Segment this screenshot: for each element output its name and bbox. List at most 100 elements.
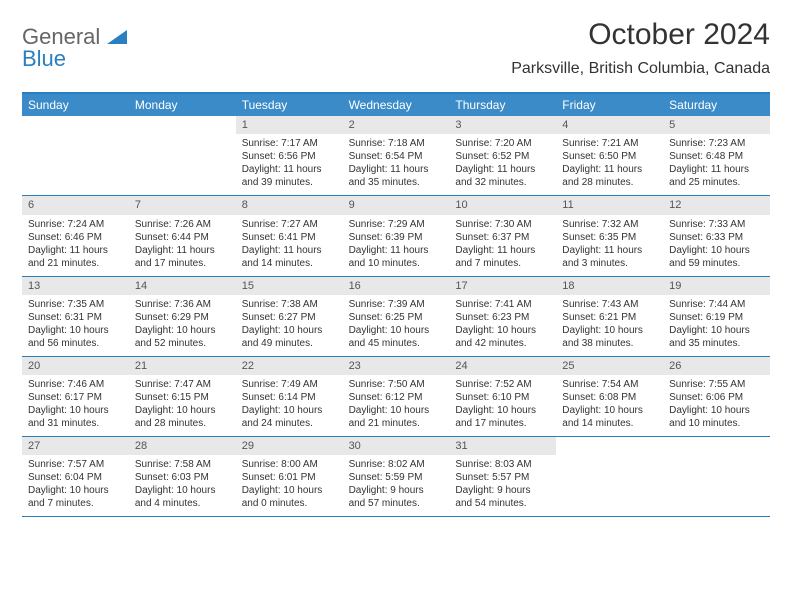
sunrise-text: Sunrise: 7:44 AM <box>669 298 764 311</box>
day-number: 15 <box>236 277 343 295</box>
sunset-text: Sunset: 6:52 PM <box>455 150 550 163</box>
day-number: 17 <box>449 277 556 295</box>
day1-text: Daylight: 11 hours <box>28 244 123 257</box>
sunrise-text: Sunrise: 7:24 AM <box>28 218 123 231</box>
day-cell: 20Sunrise: 7:46 AMSunset: 6:17 PMDayligh… <box>22 357 129 436</box>
day-number: 6 <box>22 196 129 214</box>
month-title: October 2024 <box>511 18 770 52</box>
day1-text: Daylight: 10 hours <box>669 244 764 257</box>
day1-text: Daylight: 10 hours <box>562 324 657 337</box>
day2-text: and 57 minutes. <box>349 497 444 510</box>
title-block: October 2024 Parksville, British Columbi… <box>511 18 770 78</box>
location-text: Parksville, British Columbia, Canada <box>511 60 770 78</box>
day-number: 28 <box>129 437 236 455</box>
sunset-text: Sunset: 6:04 PM <box>28 471 123 484</box>
sunset-text: Sunset: 6:23 PM <box>455 311 550 324</box>
day1-text: Daylight: 11 hours <box>455 163 550 176</box>
weekday-header: Wednesday <box>343 94 450 116</box>
day-number: 7 <box>129 196 236 214</box>
day-number: 9 <box>343 196 450 214</box>
day1-text: Daylight: 10 hours <box>28 484 123 497</box>
day-number: 19 <box>663 277 770 295</box>
sunrise-text: Sunrise: 7:58 AM <box>135 458 230 471</box>
day2-text: and 31 minutes. <box>28 417 123 430</box>
weekday-header: Sunday <box>22 94 129 116</box>
day-cell: 23Sunrise: 7:50 AMSunset: 6:12 PMDayligh… <box>343 357 450 436</box>
day1-text: Daylight: 10 hours <box>135 484 230 497</box>
day-number: 8 <box>236 196 343 214</box>
day2-text: and 7 minutes. <box>28 497 123 510</box>
sunrise-text: Sunrise: 8:03 AM <box>455 458 550 471</box>
sunrise-text: Sunrise: 7:38 AM <box>242 298 337 311</box>
header: General Blue October 2024 Parksville, Br… <box>22 18 770 78</box>
calendar: SundayMondayTuesdayWednesdayThursdayFrid… <box>22 92 770 517</box>
day1-text: Daylight: 9 hours <box>349 484 444 497</box>
day1-text: Daylight: 10 hours <box>562 404 657 417</box>
day-cell: 24Sunrise: 7:52 AMSunset: 6:10 PMDayligh… <box>449 357 556 436</box>
day1-text: Daylight: 11 hours <box>455 244 550 257</box>
logo-text-blue: Blue <box>22 46 127 72</box>
day-number: 26 <box>663 357 770 375</box>
empty-day-cell: . <box>663 437 770 516</box>
day2-text: and 14 minutes. <box>242 257 337 270</box>
weekday-header: Monday <box>129 94 236 116</box>
day-cell: 13Sunrise: 7:35 AMSunset: 6:31 PMDayligh… <box>22 277 129 356</box>
sunrise-text: Sunrise: 7:35 AM <box>28 298 123 311</box>
day-cell: 3Sunrise: 7:20 AMSunset: 6:52 PMDaylight… <box>449 116 556 195</box>
sunrise-text: Sunrise: 7:50 AM <box>349 378 444 391</box>
day-cell: 1Sunrise: 7:17 AMSunset: 6:56 PMDaylight… <box>236 116 343 195</box>
day-cell: 6Sunrise: 7:24 AMSunset: 6:46 PMDaylight… <box>22 196 129 275</box>
logo: General Blue <box>22 18 127 72</box>
day-number: 4 <box>556 116 663 134</box>
sunset-text: Sunset: 6:31 PM <box>28 311 123 324</box>
sunset-text: Sunset: 5:57 PM <box>455 471 550 484</box>
day2-text: and 56 minutes. <box>28 337 123 350</box>
sunrise-text: Sunrise: 7:20 AM <box>455 137 550 150</box>
day-number: 23 <box>343 357 450 375</box>
week-row: 6Sunrise: 7:24 AMSunset: 6:46 PMDaylight… <box>22 196 770 276</box>
day-number: 18 <box>556 277 663 295</box>
day2-text: and 54 minutes. <box>455 497 550 510</box>
weekday-header-row: SundayMondayTuesdayWednesdayThursdayFrid… <box>22 94 770 116</box>
day2-text: and 4 minutes. <box>135 497 230 510</box>
day-cell: 17Sunrise: 7:41 AMSunset: 6:23 PMDayligh… <box>449 277 556 356</box>
day-cell: 29Sunrise: 8:00 AMSunset: 6:01 PMDayligh… <box>236 437 343 516</box>
empty-day-cell: . <box>129 116 236 195</box>
day-number: 16 <box>343 277 450 295</box>
day-number: 29 <box>236 437 343 455</box>
sunrise-text: Sunrise: 7:27 AM <box>242 218 337 231</box>
sunrise-text: Sunrise: 7:29 AM <box>349 218 444 231</box>
day2-text: and 35 minutes. <box>349 176 444 189</box>
sunrise-text: Sunrise: 7:33 AM <box>669 218 764 231</box>
day-cell: 4Sunrise: 7:21 AMSunset: 6:50 PMDaylight… <box>556 116 663 195</box>
day2-text: and 21 minutes. <box>28 257 123 270</box>
day1-text: Daylight: 10 hours <box>455 404 550 417</box>
day-cell: 8 Sunrise: 7:27 AMSunset: 6:41 PMDaylight… <box>236 196 343 275</box>
day-number: 30 <box>343 437 450 455</box>
day-number: 31 <box>449 437 556 455</box>
sunset-text: Sunset: 6:03 PM <box>135 471 230 484</box>
sunrise-text: Sunrise: 7:47 AM <box>135 378 230 391</box>
sunrise-text: Sunrise: 7:46 AM <box>28 378 123 391</box>
day2-text: and 17 minutes. <box>455 417 550 430</box>
day-cell: 22Sunrise: 7:49 AMSunset: 6:14 PMDayligh… <box>236 357 343 436</box>
day-cell: 31Sunrise: 8:03 AMSunset: 5:57 PMDayligh… <box>449 437 556 516</box>
sunrise-text: Sunrise: 7:55 AM <box>669 378 764 391</box>
day1-text: Daylight: 11 hours <box>562 163 657 176</box>
sunset-text: Sunset: 6:39 PM <box>349 231 444 244</box>
sunset-text: Sunset: 6:41 PM <box>242 231 337 244</box>
day-number: 25 <box>556 357 663 375</box>
sunset-text: Sunset: 6:08 PM <box>562 391 657 404</box>
weekday-header: Saturday <box>663 94 770 116</box>
day-number: 24 <box>449 357 556 375</box>
day1-text: Daylight: 10 hours <box>135 404 230 417</box>
sunset-text: Sunset: 5:59 PM <box>349 471 444 484</box>
day-number: 21 <box>129 357 236 375</box>
day-cell: 9Sunrise: 7:29 AMSunset: 6:39 PMDaylight… <box>343 196 450 275</box>
day-number: 11 <box>556 196 663 214</box>
day-cell: 26Sunrise: 7:55 AMSunset: 6:06 PMDayligh… <box>663 357 770 436</box>
day-number: 5 <box>663 116 770 134</box>
day1-text: Daylight: 11 hours <box>242 244 337 257</box>
sunset-text: Sunset: 6:21 PM <box>562 311 657 324</box>
day2-text: and 10 minutes. <box>669 417 764 430</box>
